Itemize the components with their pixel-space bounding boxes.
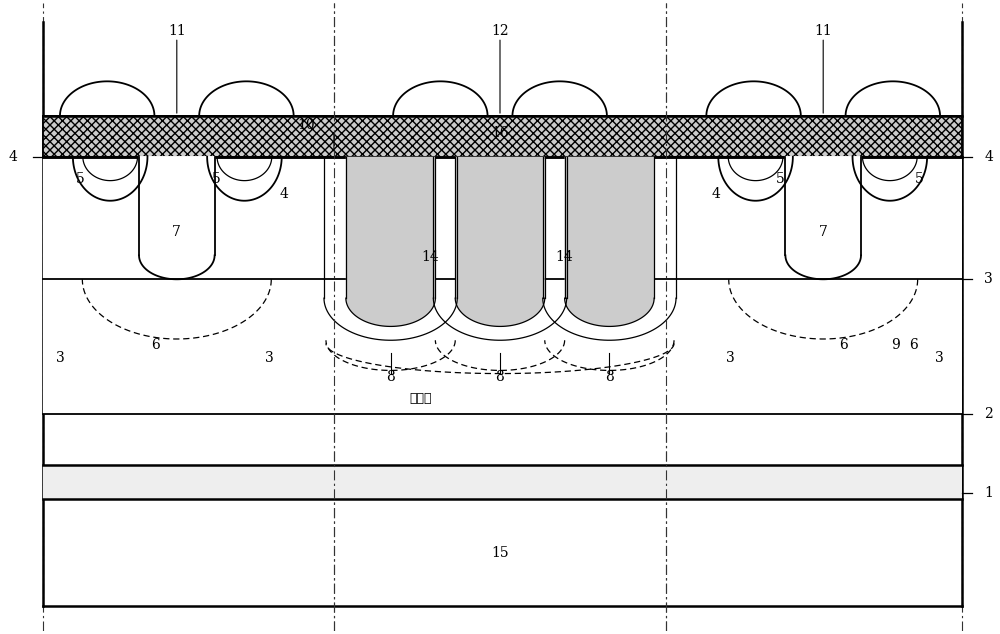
Text: 5: 5 bbox=[776, 172, 785, 186]
Text: 3: 3 bbox=[984, 272, 993, 287]
Text: 10: 10 bbox=[297, 119, 315, 133]
Text: 8: 8 bbox=[496, 370, 504, 384]
Text: 4: 4 bbox=[984, 150, 993, 164]
Polygon shape bbox=[543, 298, 676, 340]
Polygon shape bbox=[455, 157, 545, 327]
Text: 2: 2 bbox=[984, 408, 993, 422]
Bar bbox=[43, 157, 962, 415]
Text: 5: 5 bbox=[212, 172, 221, 186]
Text: 1: 1 bbox=[984, 486, 993, 500]
Bar bbox=[43, 465, 962, 499]
Bar bbox=[334, 116, 666, 157]
Text: 11: 11 bbox=[814, 24, 832, 38]
Text: 5: 5 bbox=[915, 172, 924, 186]
Text: 15: 15 bbox=[491, 546, 509, 560]
Text: 9: 9 bbox=[891, 339, 900, 353]
Text: 7: 7 bbox=[819, 225, 828, 239]
Text: 16: 16 bbox=[491, 126, 509, 140]
Polygon shape bbox=[433, 298, 567, 340]
Bar bbox=[334, 157, 666, 415]
Text: 14: 14 bbox=[556, 250, 574, 264]
Text: 7: 7 bbox=[172, 225, 181, 239]
Text: 3: 3 bbox=[265, 351, 274, 365]
Text: 耗尽线: 耗尽线 bbox=[409, 392, 432, 405]
Polygon shape bbox=[324, 298, 457, 340]
Polygon shape bbox=[785, 157, 861, 280]
Text: 4: 4 bbox=[9, 150, 18, 164]
Text: 3: 3 bbox=[726, 351, 735, 365]
Text: 12: 12 bbox=[491, 24, 509, 38]
Text: 4: 4 bbox=[711, 188, 720, 202]
Bar bbox=[43, 116, 962, 157]
Text: 14: 14 bbox=[422, 250, 439, 264]
Polygon shape bbox=[346, 157, 435, 327]
Text: 5: 5 bbox=[76, 172, 85, 186]
Text: 8: 8 bbox=[605, 370, 614, 384]
Polygon shape bbox=[565, 157, 654, 327]
Text: 6: 6 bbox=[909, 339, 918, 353]
Polygon shape bbox=[139, 157, 215, 280]
Text: 3: 3 bbox=[935, 351, 944, 365]
Text: 6: 6 bbox=[839, 339, 847, 353]
Text: 6: 6 bbox=[152, 339, 160, 353]
Text: 8: 8 bbox=[386, 370, 395, 384]
Text: 11: 11 bbox=[168, 24, 186, 38]
Text: 4: 4 bbox=[280, 188, 289, 202]
Text: 3: 3 bbox=[56, 351, 65, 365]
